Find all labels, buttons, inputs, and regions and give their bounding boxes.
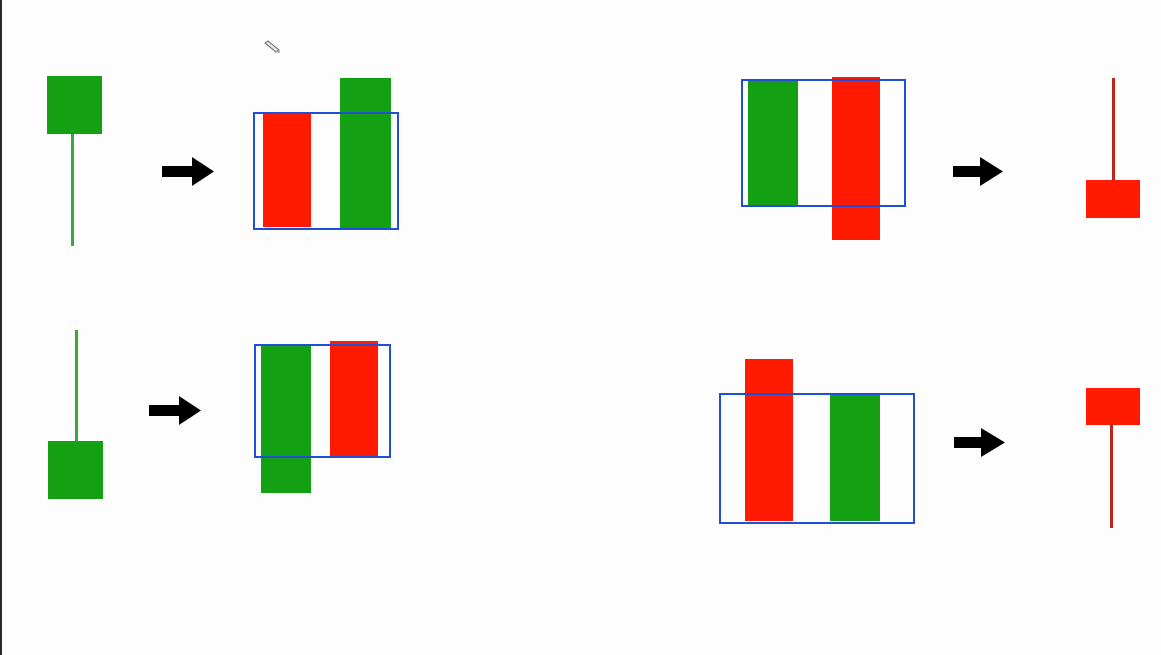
panel-top-left — [47, 76, 399, 246]
candle-body-green — [748, 79, 798, 205]
panel-top-right — [741, 77, 1140, 240]
right-arrow-icon — [149, 396, 201, 425]
candle-body-green — [340, 78, 391, 228]
candle-body-red — [745, 359, 793, 521]
candle-body-red — [1086, 388, 1140, 425]
candle-body-green — [48, 441, 103, 499]
panel-bottom-right — [719, 359, 1140, 528]
candle-wick-red — [1110, 424, 1113, 528]
right-arrow-icon — [953, 157, 1003, 186]
right-arrow-icon — [954, 428, 1005, 457]
highlight-box — [254, 344, 391, 458]
highlight-box — [719, 393, 915, 524]
window-left-border — [0, 0, 2, 655]
right-arrow-icon — [162, 157, 214, 186]
candle-body-green — [261, 345, 311, 493]
candle-wick-green — [71, 130, 74, 246]
candle-body-red — [1086, 180, 1140, 218]
candle-body-red — [832, 77, 880, 240]
pencil-cursor-icon — [264, 40, 280, 53]
candle-body-green — [47, 76, 102, 134]
candle-wick-green — [75, 330, 78, 445]
highlight-box — [741, 79, 906, 207]
candle-wick-red — [1112, 78, 1115, 182]
panel-bottom-left — [48, 330, 391, 499]
candle-body-red — [330, 341, 378, 456]
candle-body-green — [830, 393, 880, 521]
candle-body-red — [263, 114, 311, 227]
highlight-box — [253, 112, 399, 230]
